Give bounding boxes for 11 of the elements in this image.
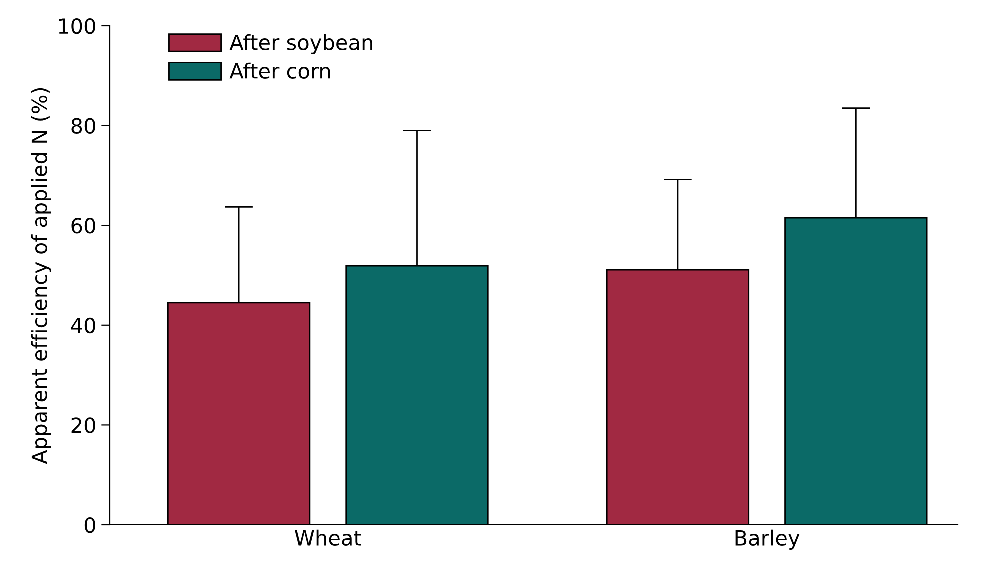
y-axis-title: Apparent efficiency of applied N (%)	[31, 88, 52, 464]
legend-label: After soybean	[230, 34, 372, 54]
y-tick-label: 60	[72, 218, 96, 234]
y-tick-label: 40	[71, 318, 96, 334]
y-tick-label: 0	[84, 517, 96, 534]
y-tick-label: 80	[72, 118, 96, 134]
y-tick-label: 20	[72, 418, 96, 434]
y-tick-label: 100	[59, 18, 96, 34]
legend-label: After corn	[230, 62, 330, 79]
x-tick-label: Wheat	[295, 530, 362, 546]
x-tick-label: Barley	[736, 530, 800, 550]
